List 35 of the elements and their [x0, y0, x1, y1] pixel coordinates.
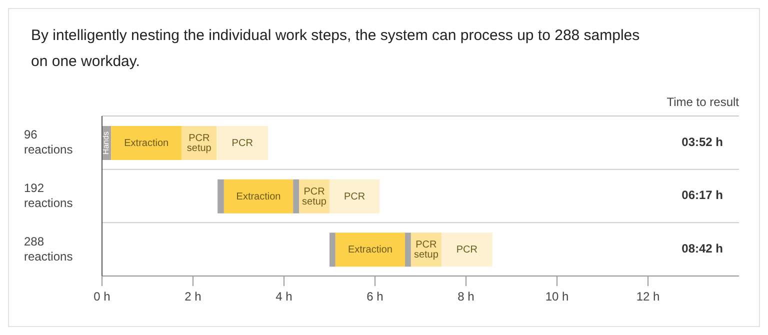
x-tick-label: 6 h [366, 290, 384, 304]
data-label: PCR [232, 138, 253, 149]
x-tick-label: 12 h [636, 290, 660, 304]
data-label: PCR [344, 190, 366, 202]
y-tick-label: 288 reactions [24, 234, 73, 264]
annotation: 06:17 h [682, 188, 723, 202]
bar [218, 179, 224, 214]
bar [441, 232, 492, 267]
data-label: Hands [102, 131, 111, 155]
data-label: PCR setup [302, 186, 327, 207]
bar [330, 232, 336, 267]
data-label: PCR setup [186, 132, 212, 154]
y-tick-label: 96 reactions [24, 128, 73, 157]
bar [293, 179, 300, 214]
text: Time to result [666, 95, 739, 109]
data-label: Extraction [124, 138, 169, 149]
bar [405, 232, 411, 267]
x-tick-label: 4 h [276, 290, 292, 304]
bar [330, 179, 380, 214]
y-tick-label: 192 reactions [24, 181, 73, 210]
x-tick-label: 8 h [458, 290, 474, 304]
data-label: PCR [456, 244, 478, 256]
data-label: Extraction [348, 244, 392, 256]
x-tick-label: 10 h [545, 290, 569, 304]
x-tick-label: 0 h [94, 290, 110, 304]
chart-title: By intelligently nesting the individual work steps, the system can process up to 288 samples on one workday. [31, 26, 641, 72]
bar [216, 126, 268, 160]
x-tick-label: 2 h [184, 290, 202, 304]
data-label: PCR setup [414, 239, 439, 260]
bar [111, 126, 182, 160]
annotation: 03:52 h [682, 134, 723, 149]
bar [224, 179, 294, 214]
data-label: Extraction [236, 190, 281, 202]
annotation: 08:42 h [682, 242, 723, 256]
bar [335, 232, 406, 267]
